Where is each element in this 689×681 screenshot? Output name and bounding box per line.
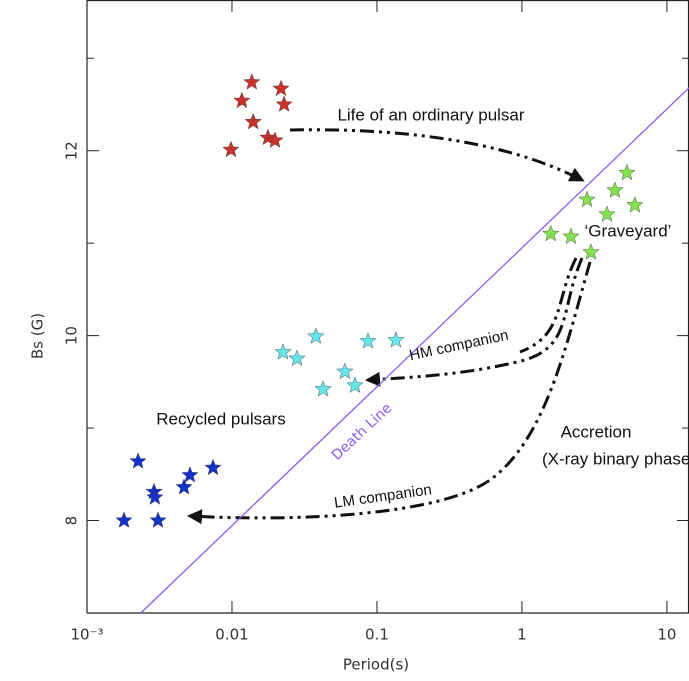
annotation: LM companion (333, 481, 433, 512)
star-point (336, 362, 354, 380)
star-point (618, 163, 636, 181)
x-axis-label: Period(s) (343, 656, 409, 674)
star-point (115, 511, 133, 528)
star-point (243, 73, 261, 90)
x-tick-label: 0.1 (365, 626, 389, 644)
star-point (606, 181, 624, 198)
star-point (288, 349, 306, 367)
annotation: HM companion (408, 327, 510, 365)
star-point (626, 196, 644, 213)
star-point (175, 478, 193, 495)
x-tick-label: 10 (657, 626, 676, 644)
annotation: ‘Graveyard’ (585, 221, 672, 240)
star-point (542, 224, 560, 242)
star-point (582, 243, 600, 260)
star-point (222, 140, 240, 158)
death-line (140, 87, 689, 614)
star-point (233, 91, 251, 109)
arrow (519, 257, 578, 354)
arrow (289, 128, 585, 182)
y-axis-label: Bs (G) (29, 313, 47, 359)
star-point (359, 332, 377, 349)
star-point (244, 112, 262, 130)
star-point (562, 227, 580, 245)
star-point (346, 376, 364, 393)
star-point (181, 466, 199, 483)
frame (86, 0, 689, 614)
arrow (187, 261, 592, 525)
star-point (314, 380, 332, 397)
star-point (274, 343, 292, 360)
star-point (149, 511, 167, 528)
x-tick-label: 1 (517, 626, 527, 644)
arrow (365, 257, 584, 387)
x-tick-label: 10⁻³ (70, 626, 103, 644)
star-point (272, 79, 290, 97)
star-point (146, 488, 164, 505)
star-point (387, 331, 405, 348)
star-point (204, 458, 222, 476)
y-tick-label: 8 (63, 516, 81, 526)
star-point (578, 190, 596, 208)
annotation: Life of an ordinary pulsar (337, 105, 524, 124)
annotation: Accretion (561, 422, 632, 441)
line-label: Death Line (329, 400, 395, 464)
star-point (275, 95, 293, 112)
y-tick-label: 12 (63, 141, 81, 160)
x-tick-label: 0.01 (215, 626, 248, 644)
star-point (307, 327, 325, 344)
star-point (129, 452, 147, 469)
star-point (598, 205, 616, 222)
y-tick-label: 10 (63, 326, 81, 345)
star-point (266, 131, 284, 148)
annotation: (X-ray binary phase) (542, 449, 689, 468)
annotation: Recycled pulsars (156, 409, 285, 428)
